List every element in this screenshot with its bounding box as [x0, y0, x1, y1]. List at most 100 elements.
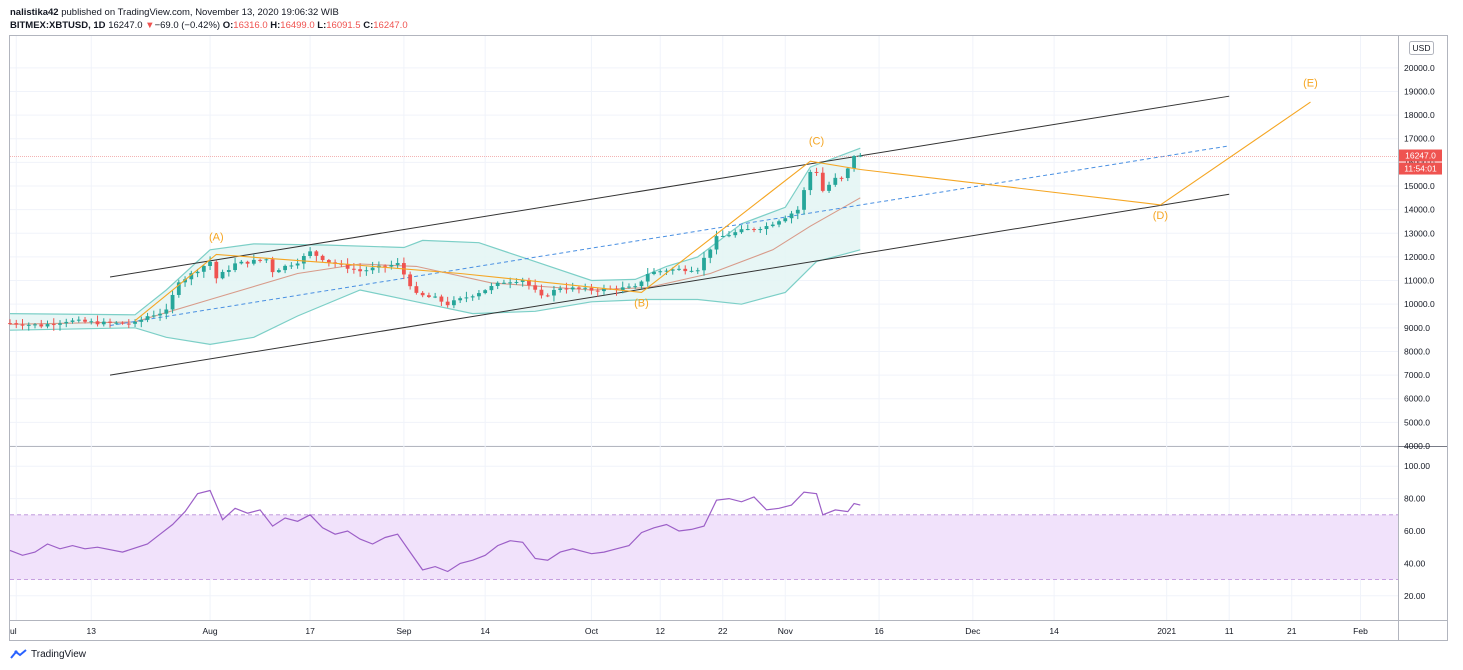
candle-body-2020-10-10 [645, 274, 650, 282]
change-arrow-icon: ▼ [145, 20, 155, 31]
candle-body-2020-07-10 [70, 320, 75, 322]
candle-body-2020-10-30 [770, 224, 775, 227]
candle-body-2020-10-09 [639, 281, 644, 287]
candle-body-2020-10-25 [739, 229, 744, 233]
candle-body-2020-09-28 [570, 287, 575, 290]
candle-body-2020-09-05 [427, 295, 431, 297]
candle-body-2020-07-06 [45, 324, 50, 327]
candle-body-2020-08-12 [276, 270, 281, 273]
price-tick-0: 20000.0 [1404, 63, 1435, 73]
candle-body-2020-08-06 [239, 261, 244, 264]
candle-body-2020-10-18 [695, 270, 700, 272]
price-tags: 16247.0 11:54:01 [1399, 149, 1442, 175]
candle-body-2020-07-28 [183, 279, 187, 283]
candle-body-2020-09-26 [558, 288, 563, 290]
trend-channel [10, 95, 1398, 376]
candle-body-2020-08-20 [326, 260, 331, 263]
candle-body-2020-07-05 [39, 324, 44, 327]
candle-body-2020-10-23 [727, 235, 731, 237]
candle-body-2020-09-14 [483, 290, 488, 294]
candle-body-2020-07-11 [76, 319, 81, 321]
rsi-tick-1: 80.00 [1404, 494, 1426, 504]
price-tick-14: 6000.0 [1404, 394, 1430, 404]
candle-body-2020-11-04 [802, 190, 806, 210]
candle-body-2020-08-31 [395, 263, 400, 265]
date-tick-16: Feb [1353, 626, 1368, 636]
candle-body-2020-10-27 [752, 229, 756, 231]
candle-body-2020-10-20 [708, 249, 713, 258]
candle-body-2020-08-07 [245, 261, 250, 264]
bollinger-fill [10, 148, 861, 345]
candle-body-2020-08-15 [295, 263, 300, 266]
candle-body-2020-10-13 [664, 270, 669, 272]
candle-body-2020-07-19 [126, 323, 131, 325]
candle-body-2020-10-21 [714, 236, 719, 250]
candle-body-2020-08-19 [320, 255, 325, 261]
candle-body-2020-08-16 [301, 256, 306, 264]
candle-body-2020-11-13 [858, 155, 863, 157]
channel-upper-line [109, 95, 1230, 278]
candle-body-2020-10-15 [677, 268, 681, 270]
candle-body-2020-07-12 [83, 319, 87, 322]
candle-body-2020-07-03 [26, 324, 31, 326]
candle-body-2020-08-04 [226, 270, 231, 272]
candle-body-2020-10-02 [595, 290, 600, 292]
candle-body-2020-09-18 [508, 282, 513, 284]
candle-body-2020-08-01 [208, 261, 212, 266]
publisher-name: nalistika42 [10, 7, 59, 18]
candle-body-2020-10-16 [683, 268, 688, 272]
candle-body-2020-07-30 [195, 271, 200, 274]
candle-body-2020-10-08 [633, 286, 638, 288]
symbol-name[interactable]: BITMEX:XBTUSD, 1D [10, 20, 106, 31]
publish-info: nalistika42 published on TradingView.com… [10, 7, 339, 19]
date-tick-3: 17 [305, 626, 315, 636]
candle-body-2020-09-07 [439, 296, 444, 302]
candle-body-2020-09-25 [552, 289, 556, 296]
candle-body-2020-10-17 [689, 270, 694, 272]
tradingview-footer[interactable]: TradingView [10, 649, 86, 660]
candle-body-2020-09-15 [489, 286, 494, 291]
price-tick-6: 14000.0 [1404, 205, 1435, 215]
candle-body-2020-07-25 [164, 309, 169, 314]
published-text: published on TradingView.com, November 1… [61, 7, 339, 18]
candle-body-2020-08-23 [345, 263, 350, 269]
price-tick-16: 4000.0 [1404, 441, 1430, 451]
currency-badge[interactable]: USD [1409, 41, 1434, 55]
price-tick-2: 18000.0 [1404, 110, 1435, 120]
candle-body-2020-08-10 [264, 259, 269, 261]
candle-body-2020-07-04 [33, 324, 37, 326]
candle-body-2020-10-01 [589, 287, 594, 291]
bollinger-bands [9, 147, 861, 346]
date-tick-0: ul [10, 626, 17, 636]
candle-body-2020-09-21 [527, 279, 531, 286]
candle-body-2020-07-18 [120, 322, 125, 324]
candle-body-2020-09-08 [445, 301, 450, 306]
rsi-tick-2: 60.00 [1404, 526, 1426, 536]
date-tick-11: Dec [965, 626, 981, 636]
wave-projection: (A) (B) (C) (D) (E) [134, 78, 1318, 322]
high-label: H: [270, 20, 281, 31]
candle-body-2020-10-07 [627, 286, 631, 288]
candle-body-2020-10-14 [670, 269, 675, 271]
candle-body-2020-10-24 [733, 232, 738, 236]
candle-body-2020-08-29 [383, 265, 388, 267]
candle-body-2020-10-19 [702, 257, 706, 271]
candle-body-2020-08-14 [289, 265, 294, 267]
candle-body-2020-07-22 [145, 316, 150, 320]
price-tick-13: 7000.0 [1404, 370, 1430, 380]
candle-body-2020-08-18 [314, 251, 319, 256]
candle-body-2020-09-06 [433, 296, 438, 298]
candle-body-2020-09-19 [514, 281, 519, 283]
rsi-pane [9, 489, 1398, 580]
candle-body-2020-09-11 [464, 297, 469, 299]
candle-body-2020-08-13 [283, 265, 287, 271]
date-tick-10: 16 [874, 626, 884, 636]
candle-body-2020-09-13 [477, 293, 481, 297]
candle-body-2020-07-17 [114, 322, 119, 324]
candle-body-2020-10-11 [652, 271, 656, 275]
rsi-line [9, 489, 861, 573]
candle-body-2020-09-17 [502, 282, 506, 284]
wave-path-line [134, 101, 1311, 322]
date-tick-13: 2021 [1157, 626, 1176, 636]
